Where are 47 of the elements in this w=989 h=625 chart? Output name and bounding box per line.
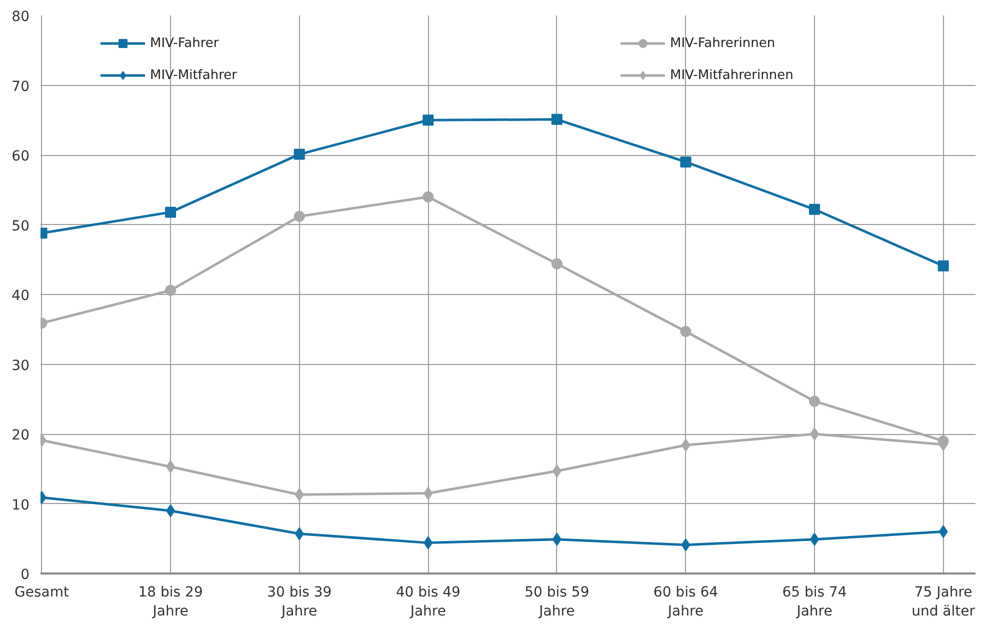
- point: [552, 532, 562, 546]
- point: [294, 488, 304, 502]
- y-tick-label: 0: [20, 567, 30, 583]
- point: [294, 210, 305, 222]
- point: [680, 326, 692, 337]
- point: [552, 464, 562, 478]
- point: [422, 114, 434, 126]
- point: [680, 156, 692, 168]
- x-tick-label: 60 bis 64 Jahre: [653, 584, 718, 620]
- point: [424, 486, 433, 500]
- y-tick-label: 40: [12, 288, 30, 304]
- point: [294, 527, 304, 540]
- point: [294, 148, 305, 160]
- point: [938, 260, 949, 272]
- point: [422, 191, 434, 202]
- y-tick-label: 60: [12, 148, 30, 164]
- y-tick-label: 80: [12, 9, 30, 25]
- point: [681, 438, 690, 452]
- legend-label: MIV-Mitfahrerinnen: [670, 68, 794, 82]
- y-tick-label: 50: [12, 218, 30, 234]
- legend-label: MIV-Fahrer: [150, 36, 219, 50]
- point: [809, 396, 820, 407]
- point: [938, 525, 948, 538]
- y-tick-label: 70: [12, 78, 30, 95]
- point: [551, 114, 562, 125]
- y-tick-label: 10: [12, 497, 30, 514]
- y-tick-label: 20: [12, 428, 30, 444]
- x-tick-label: Gesamt: [14, 584, 70, 600]
- x-tick-label: 50 bis 59 Jahre: [524, 584, 590, 620]
- point: [166, 460, 176, 474]
- x-tick-label: 75 Jahre und älter: [912, 584, 976, 620]
- point: [165, 206, 176, 218]
- legend-label: MIV-Fahrerinnen: [670, 36, 776, 50]
- x-tick-label: 40 bis 49 Jahre: [396, 584, 460, 620]
- point: [165, 284, 176, 296]
- point: [424, 536, 433, 550]
- point: [809, 204, 820, 215]
- x-tick-label: 18 bis 29 Jahre: [138, 584, 203, 620]
- point: [551, 258, 562, 270]
- point: [810, 532, 820, 546]
- point: [810, 428, 820, 440]
- legend-label: MIV-Mitfahrer: [150, 68, 237, 82]
- x-tick-label: 65 bis 74 Jahre: [782, 584, 847, 620]
- x-tick-label: 30 bis 39 Jahre: [267, 584, 332, 620]
- point: [166, 504, 176, 518]
- y-tick-label: 30: [12, 358, 30, 374]
- point: [681, 538, 690, 552]
